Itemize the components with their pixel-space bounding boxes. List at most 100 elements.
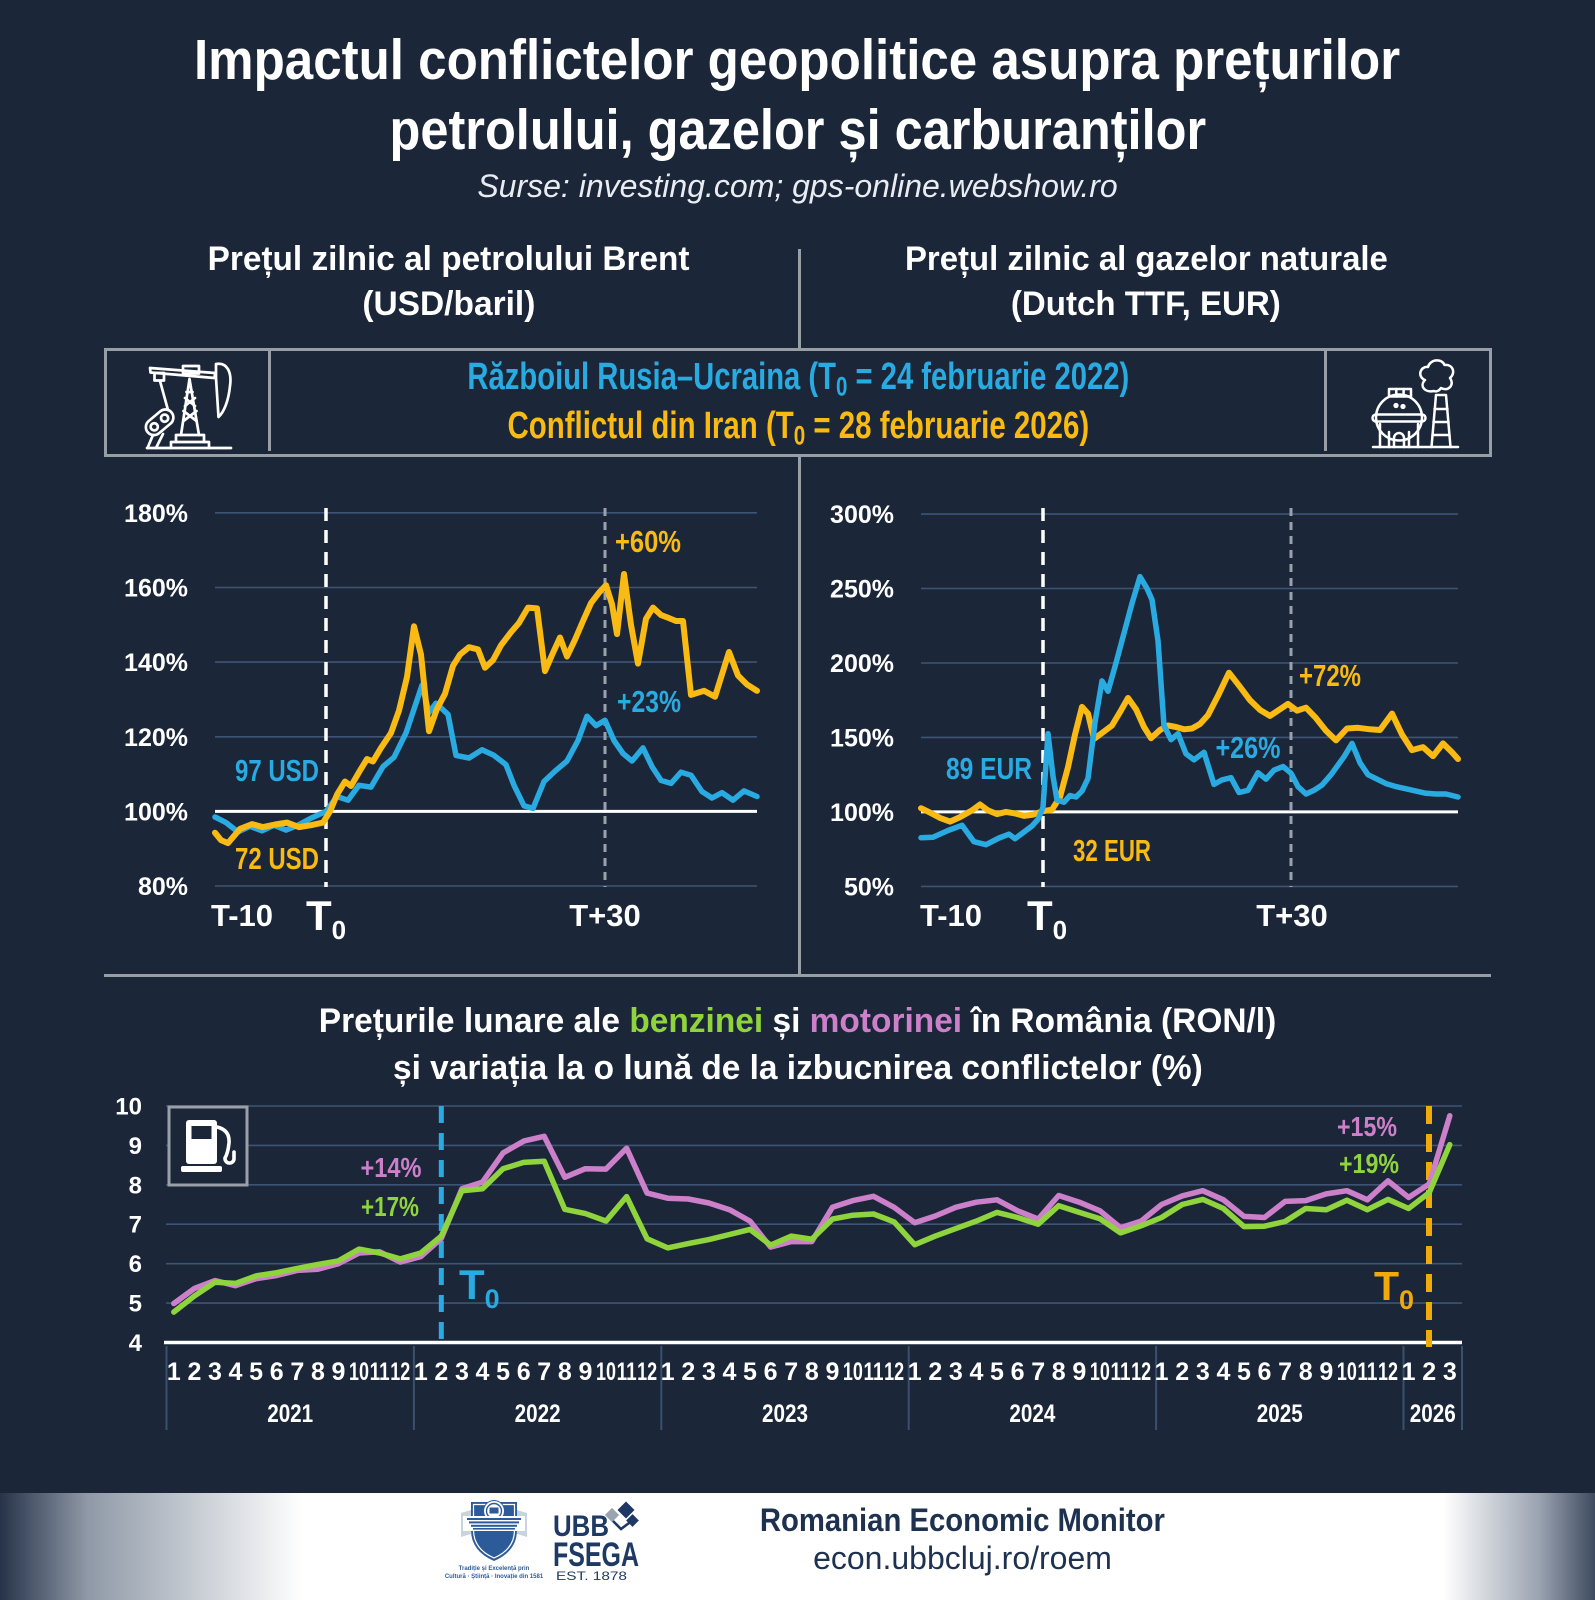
svg-text:3: 3 bbox=[208, 1358, 222, 1386]
svg-text:8: 8 bbox=[558, 1358, 572, 1386]
svg-text:+14%: +14% bbox=[361, 1152, 422, 1183]
svg-text:2: 2 bbox=[681, 1358, 695, 1386]
svg-text:7: 7 bbox=[784, 1358, 798, 1386]
svg-text:+17%: +17% bbox=[361, 1191, 419, 1222]
svg-text:5: 5 bbox=[743, 1358, 757, 1386]
svg-text:4: 4 bbox=[1216, 1358, 1230, 1386]
svg-text:3: 3 bbox=[949, 1358, 963, 1386]
svg-text:150%: 150% bbox=[830, 724, 894, 752]
svg-text:T+30: T+30 bbox=[569, 898, 641, 933]
svg-text:5: 5 bbox=[129, 1291, 142, 1318]
svg-text:2: 2 bbox=[1175, 1358, 1189, 1386]
svg-text:UBB: UBB bbox=[553, 1510, 609, 1543]
svg-text:4: 4 bbox=[723, 1358, 737, 1386]
svg-text:2024: 2024 bbox=[1009, 1400, 1055, 1428]
svg-text:9: 9 bbox=[331, 1358, 345, 1386]
svg-text:120%: 120% bbox=[124, 724, 188, 752]
svg-text:12: 12 bbox=[1378, 1358, 1398, 1386]
svg-text:+19%: +19% bbox=[1339, 1148, 1399, 1179]
svg-text:180%: 180% bbox=[124, 500, 188, 528]
svg-text:9: 9 bbox=[129, 1133, 142, 1160]
svg-text:1: 1 bbox=[908, 1358, 922, 1386]
svg-text:8: 8 bbox=[1299, 1358, 1313, 1386]
svg-text:1: 1 bbox=[414, 1358, 428, 1386]
svg-text:2022: 2022 bbox=[515, 1400, 561, 1428]
svg-text:Cultură · Știință · Inovație d: Cultură · Știință · Inovație din 1581 bbox=[445, 1574, 544, 1580]
svg-text:9: 9 bbox=[825, 1358, 839, 1386]
svg-text:6: 6 bbox=[1258, 1358, 1272, 1386]
svg-text:140%: 140% bbox=[124, 649, 188, 677]
svg-text:2: 2 bbox=[434, 1358, 448, 1386]
svg-text:5: 5 bbox=[249, 1358, 263, 1386]
svg-text:11: 11 bbox=[617, 1358, 637, 1386]
svg-text:89 EUR: 89 EUR bbox=[946, 751, 1032, 786]
svg-text:4: 4 bbox=[476, 1358, 490, 1386]
svg-text:8: 8 bbox=[805, 1358, 819, 1386]
svg-text:7: 7 bbox=[290, 1358, 304, 1386]
svg-text:7: 7 bbox=[1031, 1358, 1045, 1386]
svg-text:9: 9 bbox=[578, 1358, 592, 1386]
svg-text:100%: 100% bbox=[124, 798, 188, 826]
svg-text:200%: 200% bbox=[830, 650, 894, 678]
svg-text:11: 11 bbox=[1357, 1358, 1377, 1386]
svg-text:2021: 2021 bbox=[267, 1400, 313, 1428]
svg-text:+23%: +23% bbox=[617, 684, 681, 719]
svg-text:8: 8 bbox=[311, 1358, 325, 1386]
svg-text:4: 4 bbox=[229, 1358, 243, 1386]
svg-text:10: 10 bbox=[115, 1094, 142, 1121]
svg-text:3: 3 bbox=[455, 1358, 469, 1386]
svg-text:10: 10 bbox=[1337, 1358, 1357, 1386]
svg-text:T-10: T-10 bbox=[211, 898, 273, 933]
svg-text:250%: 250% bbox=[830, 576, 894, 604]
svg-text:100%: 100% bbox=[830, 799, 894, 827]
svg-text:12: 12 bbox=[390, 1358, 410, 1386]
svg-text:5: 5 bbox=[990, 1358, 1004, 1386]
svg-text:10: 10 bbox=[349, 1358, 369, 1386]
svg-text:6: 6 bbox=[270, 1358, 284, 1386]
svg-text:4: 4 bbox=[129, 1330, 143, 1357]
svg-text:T0: T0 bbox=[459, 1261, 500, 1314]
svg-text:7: 7 bbox=[129, 1212, 142, 1239]
svg-text:T0: T0 bbox=[1374, 1263, 1414, 1315]
svg-text:50%: 50% bbox=[844, 873, 894, 901]
svg-text:9: 9 bbox=[1072, 1358, 1086, 1386]
svg-text:1: 1 bbox=[661, 1358, 675, 1386]
svg-text:2025: 2025 bbox=[1257, 1400, 1303, 1428]
svg-text:6: 6 bbox=[517, 1358, 531, 1386]
svg-text:5: 5 bbox=[496, 1358, 510, 1386]
svg-text:10: 10 bbox=[843, 1358, 863, 1386]
svg-text:3: 3 bbox=[1443, 1358, 1457, 1386]
svg-text:9: 9 bbox=[1319, 1358, 1333, 1386]
svg-text:80%: 80% bbox=[138, 873, 188, 901]
svg-text:11: 11 bbox=[1111, 1358, 1131, 1386]
svg-text:5: 5 bbox=[1237, 1358, 1251, 1386]
svg-text:Tradiție și Excelență prin: Tradiție și Excelență prin bbox=[459, 1566, 530, 1572]
svg-text:4: 4 bbox=[969, 1358, 983, 1386]
svg-text:72 USD: 72 USD bbox=[235, 841, 319, 876]
svg-text:8: 8 bbox=[129, 1172, 142, 1199]
svg-text:3: 3 bbox=[702, 1358, 716, 1386]
svg-text:11: 11 bbox=[864, 1358, 884, 1386]
svg-text:+72%: +72% bbox=[1299, 658, 1361, 693]
svg-text:11: 11 bbox=[370, 1358, 390, 1386]
svg-text:6: 6 bbox=[1011, 1358, 1025, 1386]
svg-text:+60%: +60% bbox=[615, 524, 681, 559]
svg-text:7: 7 bbox=[537, 1358, 551, 1386]
svg-text:2026: 2026 bbox=[1410, 1400, 1456, 1428]
svg-text:EST. 1878: EST. 1878 bbox=[556, 1571, 627, 1583]
svg-text:1: 1 bbox=[1155, 1358, 1169, 1386]
svg-text:2: 2 bbox=[928, 1358, 942, 1386]
svg-text:12: 12 bbox=[884, 1358, 904, 1386]
svg-text:2023: 2023 bbox=[762, 1400, 808, 1428]
svg-text:12: 12 bbox=[1131, 1358, 1151, 1386]
svg-text:1: 1 bbox=[167, 1358, 181, 1386]
svg-text:T+30: T+30 bbox=[1256, 898, 1328, 933]
svg-text:160%: 160% bbox=[124, 575, 188, 603]
svg-text:T0: T0 bbox=[306, 892, 346, 945]
svg-text:+15%: +15% bbox=[1337, 1111, 1397, 1142]
svg-text:6: 6 bbox=[764, 1358, 778, 1386]
svg-text:7: 7 bbox=[1278, 1358, 1292, 1386]
svg-text:1: 1 bbox=[1402, 1358, 1416, 1386]
svg-text:300%: 300% bbox=[830, 501, 894, 529]
svg-text:FSEGA: FSEGA bbox=[553, 1536, 639, 1574]
